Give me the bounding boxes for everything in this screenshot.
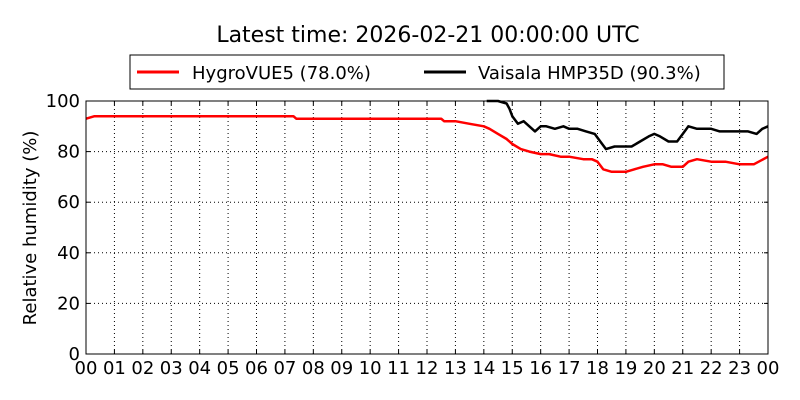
y-tick-label: 0 [69,344,80,365]
y-axis-label: Relative humidity (%) [20,131,41,326]
y-tick-label: 80 [57,142,80,163]
y-tick-label: 40 [57,243,80,264]
y-tick-label: 20 [57,293,80,314]
x-tick-label: 11 [387,358,410,379]
x-tick-label: 00 [75,358,98,379]
y-tick-label: 100 [46,91,80,112]
grid [86,101,768,354]
x-tick-label: 22 [700,358,723,379]
x-tick-label: 13 [444,358,467,379]
x-tick-label: 21 [671,358,694,379]
x-tick-label: 16 [529,358,552,379]
x-tick-label: 17 [558,358,581,379]
x-tick-label: 10 [359,358,382,379]
x-tick-label: 15 [501,358,524,379]
series-line-hmp35d [486,99,769,151]
legend-label-hmp35d: Vaisala HMP35D (90.3%) [478,63,701,84]
x-tick-label: 00 [757,358,780,379]
x-tick-label: 01 [103,358,126,379]
chart-title: Latest time: 2026-02-21 00:00:00 UTC [216,23,639,48]
x-tick-label: 20 [643,358,666,379]
ticks: 00 01 02 03 04 05 06 07 08 09 10 11 12 13 14 15 16 17 18 19… [46,91,780,379]
x-tick-label: 03 [160,358,183,379]
x-tick-label: 08 [302,358,325,379]
x-tick-label: 12 [416,358,439,379]
x-tick-label: 05 [217,358,240,379]
x-tick-label: 19 [614,358,637,379]
y-tick-label: 60 [57,192,80,213]
x-tick-label: 06 [245,358,268,379]
x-tick-label: 18 [586,358,609,379]
x-tick-label: 07 [273,358,296,379]
series-line-hygrovue5 [85,114,769,174]
x-tick-label: 02 [131,358,154,379]
x-tick-label: 23 [728,358,751,379]
legend-label-hygrovue5: HygroVUE5 (78.0%) [192,63,371,84]
legend: HygroVUE5 (78.0%) Vaisala HMP35D (90.3%) [129,54,725,90]
x-tick-label: 14 [472,358,495,379]
x-tick-label: 04 [188,358,211,379]
series-group [85,99,769,174]
x-tick-label: 09 [330,358,353,379]
